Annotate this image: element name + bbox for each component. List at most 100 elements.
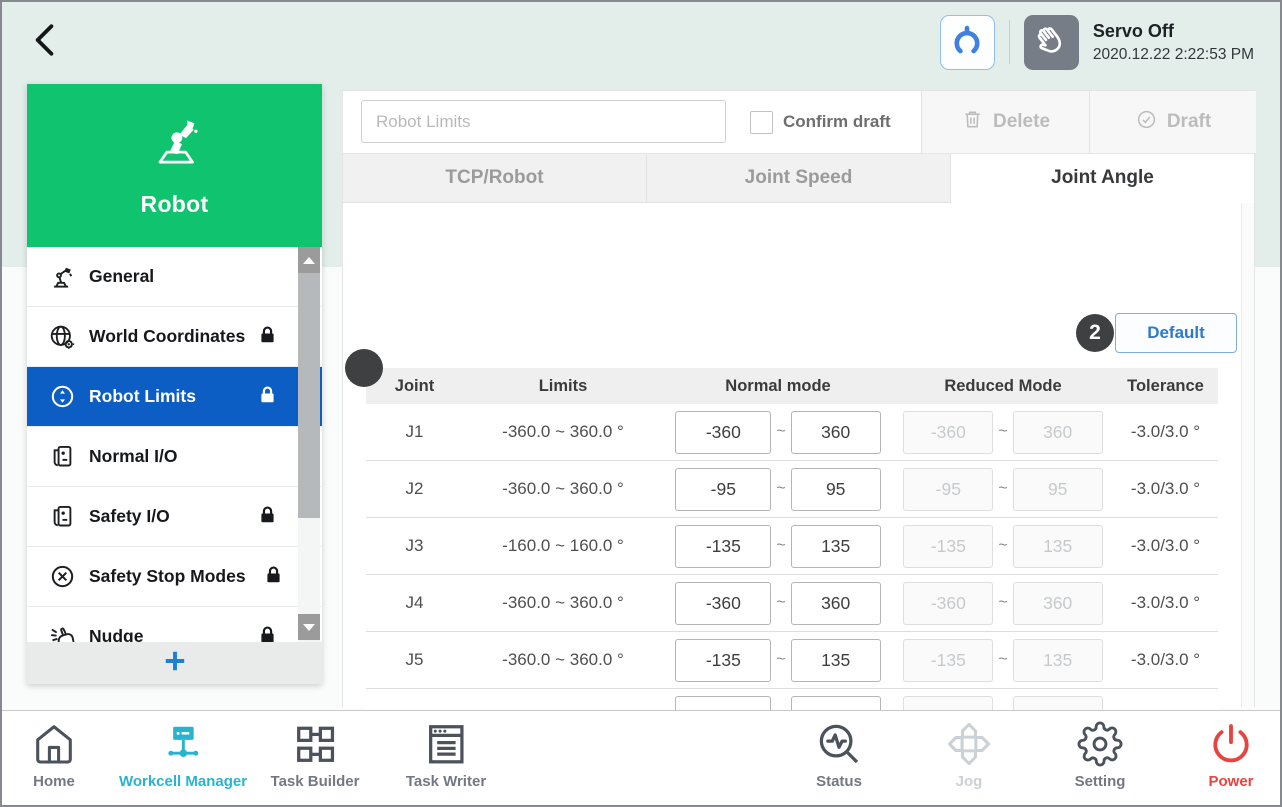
joint-cell: J5: [405, 650, 424, 669]
nav-status[interactable]: Status: [764, 719, 914, 801]
nav-setting[interactable]: Setting: [1025, 719, 1175, 801]
range-separator: ~: [998, 480, 1008, 497]
range-separator: ~: [776, 480, 786, 497]
normal-min-input[interactable]: [675, 467, 772, 511]
sidebar-item-label: Safety I/O: [89, 506, 170, 526]
scroll-up-button[interactable]: [298, 247, 320, 273]
confirm-draft-checkbox[interactable]: [750, 110, 773, 134]
limits-icon: [47, 382, 77, 412]
toolbar: Confirm draft Delete Draft: [343, 91, 1256, 153]
sidebar-item-label: Normal I/O: [89, 446, 178, 466]
sidebar-header[interactable]: Robot: [27, 84, 322, 247]
normal-max-input[interactable]: [790, 467, 881, 511]
servo-status: Servo Off: [1092, 20, 1174, 41]
table-row-j5: J5 -360.0 ~ 360.0 ° ~ ~ -3.0/3.0 °: [366, 632, 1218, 689]
sidebar-item-label: Safety Stop Modes: [89, 566, 246, 586]
table-row-j4: J4 -360.0 ~ 360.0 ° ~ ~ -3.0/3.0 °: [366, 575, 1218, 632]
limits-cell: -360.0 ~ 360.0 °: [502, 422, 624, 441]
sidebar: Robot General World Coordinates: [27, 84, 322, 684]
reduced-min-input: [903, 467, 994, 511]
sidebar-item-general[interactable]: General: [27, 247, 322, 307]
reduced-max-input: [1012, 524, 1103, 568]
nav-label: Status: [816, 773, 862, 790]
sidebar-item-label: Nudge: [89, 626, 144, 642]
nav-label: Home: [33, 773, 75, 790]
draft-label: Draft: [1166, 111, 1212, 132]
sidebar-item-label: Robot Limits: [89, 386, 196, 406]
reduced-min-input: [903, 638, 994, 682]
sidebar-item-label: General: [89, 266, 155, 286]
normal-max-input[interactable]: [790, 410, 881, 454]
reduced-mode-cell: ~: [893, 581, 1113, 625]
sidebar-item-label: World Coordinates: [89, 326, 246, 346]
col-normal-mode: Normal mode: [725, 376, 831, 395]
circle-x-icon: [47, 562, 77, 592]
tolerance-cell: -3.0/3.0 °: [1130, 593, 1201, 612]
tab-joint-speed[interactable]: Joint Speed: [647, 154, 951, 203]
sidebar-item-safety-io[interactable]: Safety I/O: [27, 487, 322, 547]
nav-label: Task Writer: [405, 773, 487, 790]
sidebar-item-safety-stop-modes[interactable]: Safety Stop Modes: [27, 547, 322, 607]
limits-cell: -360.0 ~ 360.0 °: [502, 650, 624, 669]
joint-angle-table: Joint Limits Normal mode Reduced Mode To…: [366, 368, 1218, 746]
col-reduced-mode: Reduced Mode: [944, 376, 1062, 395]
sidebar-item-normal-io[interactable]: Normal I/O: [27, 427, 322, 487]
setting-gear-icon: [1077, 719, 1123, 769]
tolerance-cell: -3.0/3.0 °: [1130, 422, 1201, 441]
nav-power[interactable]: Power: [1156, 719, 1282, 801]
default-button[interactable]: Default: [1115, 313, 1237, 353]
limits-cell: -360.0 ~ 360.0 °: [502, 479, 624, 498]
annotation-badge-2: 2: [1076, 314, 1114, 352]
tolerance-cell: -3.0/3.0 °: [1130, 650, 1201, 669]
scroll-down-button[interactable]: [298, 614, 320, 640]
nav-task-builder[interactable]: Task Builder: [240, 719, 390, 801]
range-separator: ~: [776, 651, 786, 668]
content-scrollbar[interactable]: [1241, 203, 1254, 707]
normal-min-input[interactable]: [675, 581, 772, 625]
nav-task-writer[interactable]: Task Writer: [371, 719, 521, 801]
joint-angle-panel: 2 Default Joint Limits Normal mode Reduc…: [343, 203, 1254, 746]
scrollbar-thumb[interactable]: [298, 273, 320, 518]
reduced-max-input: [1012, 581, 1103, 625]
normal-mode-cell: ~: [663, 410, 893, 454]
confirm-draft-label: Confirm draft: [783, 112, 891, 131]
add-workcell-item-button[interactable]: [27, 642, 322, 684]
nav-label: Task Builder: [270, 773, 360, 790]
draft-button[interactable]: Draft: [1089, 91, 1256, 153]
reduced-mode-cell: ~: [893, 638, 1113, 682]
nav-jog[interactable]: Jog: [894, 719, 1044, 801]
nav-label: Power: [1208, 773, 1254, 790]
normal-mode-cell: ~: [663, 638, 893, 682]
bottom-nav: Home Workcell Manager Task Builder Task …: [2, 710, 1280, 805]
limits-cell: -360.0 ~ 360.0 °: [502, 593, 624, 612]
back-button[interactable]: [22, 18, 66, 64]
hand-guiding-status-box[interactable]: [1023, 14, 1079, 70]
range-separator: ~: [776, 594, 786, 611]
range-separator: ~: [776, 423, 786, 440]
status-icon: [816, 719, 862, 769]
item-name-input[interactable]: [361, 100, 726, 143]
normal-max-input[interactable]: [790, 638, 881, 682]
normal-max-input[interactable]: [790, 581, 881, 625]
tab-joint-angle[interactable]: Joint Angle: [951, 154, 1254, 203]
sidebar-item-world-coordinates[interactable]: World Coordinates: [27, 307, 322, 367]
tab-tcp-robot[interactable]: TCP/Robot: [343, 154, 647, 203]
normal-min-input[interactable]: [675, 410, 772, 454]
sidebar-item-nudge[interactable]: Nudge: [27, 607, 322, 642]
normal-min-input[interactable]: [675, 524, 772, 568]
normal-max-input[interactable]: [790, 524, 881, 568]
nav-home[interactable]: Home: [0, 719, 129, 801]
sidebar-menu: General World Coordinates Robot Limits: [27, 247, 322, 642]
joint-cell: J2: [405, 479, 424, 498]
nav-workcell-manager[interactable]: Workcell Manager: [108, 719, 258, 801]
lock-icon: [257, 324, 278, 350]
normal-min-input[interactable]: [675, 638, 772, 682]
normal-mode-cell: ~: [663, 581, 893, 625]
nav-label: Setting: [1074, 773, 1126, 790]
home-icon: [31, 719, 77, 769]
hand-icon: [1032, 21, 1070, 64]
sidebar-item-robot-limits[interactable]: Robot Limits: [27, 367, 322, 427]
gripper-tool-button[interactable]: [939, 14, 995, 70]
delete-button[interactable]: Delete: [921, 91, 1089, 153]
timestamp: 2020.12.22 2:22:53 PM: [1092, 45, 1254, 63]
